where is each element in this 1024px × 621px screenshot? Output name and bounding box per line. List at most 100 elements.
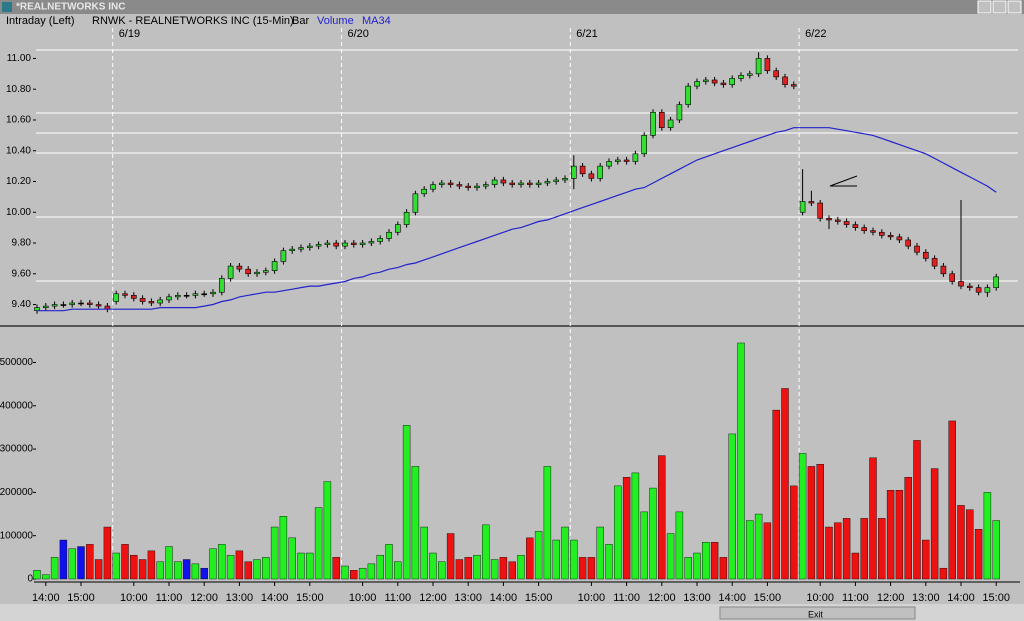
volume-bar: [385, 544, 393, 580]
candle-body: [931, 258, 938, 267]
volume-bar: [763, 522, 772, 580]
volume-bar: [323, 481, 332, 580]
volume-bar: [297, 552, 305, 580]
candle-body: [755, 58, 762, 75]
session-label: 6/20: [348, 28, 369, 40]
volume-bar: [33, 570, 41, 580]
candle-body: [544, 181, 551, 184]
volume-bar: [314, 507, 323, 580]
candle-body: [509, 182, 516, 185]
y-tick-label: 0: [27, 574, 33, 585]
x-tick-label: 14:00: [490, 592, 518, 604]
legend-ma: MA34: [362, 15, 391, 27]
volume-bar: [570, 539, 578, 580]
close-button[interactable]: [1007, 0, 1022, 14]
candle-body: [526, 182, 533, 185]
x-tick-label: 12:00: [190, 592, 218, 604]
candle-body: [623, 159, 630, 162]
volume-bar: [244, 561, 252, 580]
volume-bar: [200, 567, 208, 580]
candle-body: [984, 287, 991, 293]
candle-body: [940, 265, 947, 275]
candle-body: [650, 111, 656, 136]
volume-bar: [930, 468, 939, 580]
candle-body: [333, 242, 340, 247]
volume-bar: [429, 552, 437, 580]
candle-body: [421, 188, 428, 195]
volume-bar: [649, 487, 657, 580]
candle-body: [183, 295, 190, 297]
candle-body: [887, 235, 894, 238]
volume-bar: [376, 554, 384, 580]
candle-body: [500, 179, 507, 184]
y-tick-label: 500000: [0, 357, 33, 368]
candle-body: [843, 221, 850, 225]
candle-body: [192, 293, 199, 296]
candle-body: [711, 79, 718, 84]
volume-bar: [508, 561, 516, 580]
candle-body: [78, 302, 84, 305]
volume-bar: [631, 472, 640, 580]
app-icon: [2, 2, 12, 12]
candle-body: [773, 70, 780, 78]
candle-body: [491, 179, 498, 185]
candle-body: [474, 185, 480, 188]
candle-body: [720, 82, 727, 85]
volume-bar: [130, 554, 138, 580]
x-tick-label: 10:00: [806, 592, 834, 604]
candle-body: [861, 227, 868, 232]
volume-bar: [834, 522, 842, 580]
x-tick-label: 15:00: [754, 592, 782, 604]
candle-body: [456, 184, 463, 187]
annotation-arrow: [829, 175, 858, 187]
y-tick-label: 9.80: [12, 238, 32, 249]
volume-bar: [622, 477, 631, 580]
exit-label[interactable]: Exit: [808, 609, 824, 619]
arrow: [829, 175, 858, 187]
volume-bar: [59, 539, 68, 580]
volume-bar: [728, 433, 736, 580]
x-tick-label: 15:00: [67, 592, 95, 604]
y-tick-label: 100000: [0, 530, 33, 541]
volume-bar: [974, 529, 983, 580]
x-tick-label: 12:00: [419, 592, 447, 604]
volume-bar: [578, 557, 587, 580]
volume-bar: [218, 544, 226, 580]
volume-bar: [526, 537, 534, 580]
volume-bar: [103, 526, 112, 580]
chart-style: Bar: [292, 15, 309, 27]
x-tick-label: 12:00: [877, 592, 905, 604]
candle-body: [359, 242, 366, 245]
volume-bar: [966, 509, 974, 580]
volume-bar: [262, 557, 270, 580]
volume-bar: [596, 526, 604, 580]
candle-body: [597, 165, 604, 179]
candle-body: [271, 261, 278, 272]
candle-body: [113, 293, 119, 302]
minimize-button[interactable]: [977, 0, 992, 14]
volume-bar: [640, 511, 648, 580]
candle-body: [377, 238, 384, 242]
volume-bar: [886, 490, 895, 580]
volume-bar: [878, 518, 886, 580]
scroll-thumb[interactable]: [719, 606, 916, 620]
candle-body: [131, 295, 137, 299]
y-tick-label: 10.40: [6, 145, 31, 156]
candle-body: [738, 75, 744, 79]
candle-body: [922, 251, 929, 259]
x-tick-label: 12:00: [648, 592, 676, 604]
volume-bar: [790, 485, 798, 580]
volume-bar: [86, 544, 94, 580]
volume-bar: [420, 526, 428, 580]
candle-body: [896, 236, 903, 241]
candle-body: [606, 161, 612, 167]
volume-bar: [270, 526, 279, 580]
candle-body: [201, 293, 207, 296]
candle-body: [482, 184, 489, 187]
x-tick-label: 10:00: [578, 592, 606, 604]
y-tick-label: 200000: [0, 487, 33, 498]
maximize-button[interactable]: [992, 0, 1007, 14]
candle-body: [694, 81, 700, 87]
